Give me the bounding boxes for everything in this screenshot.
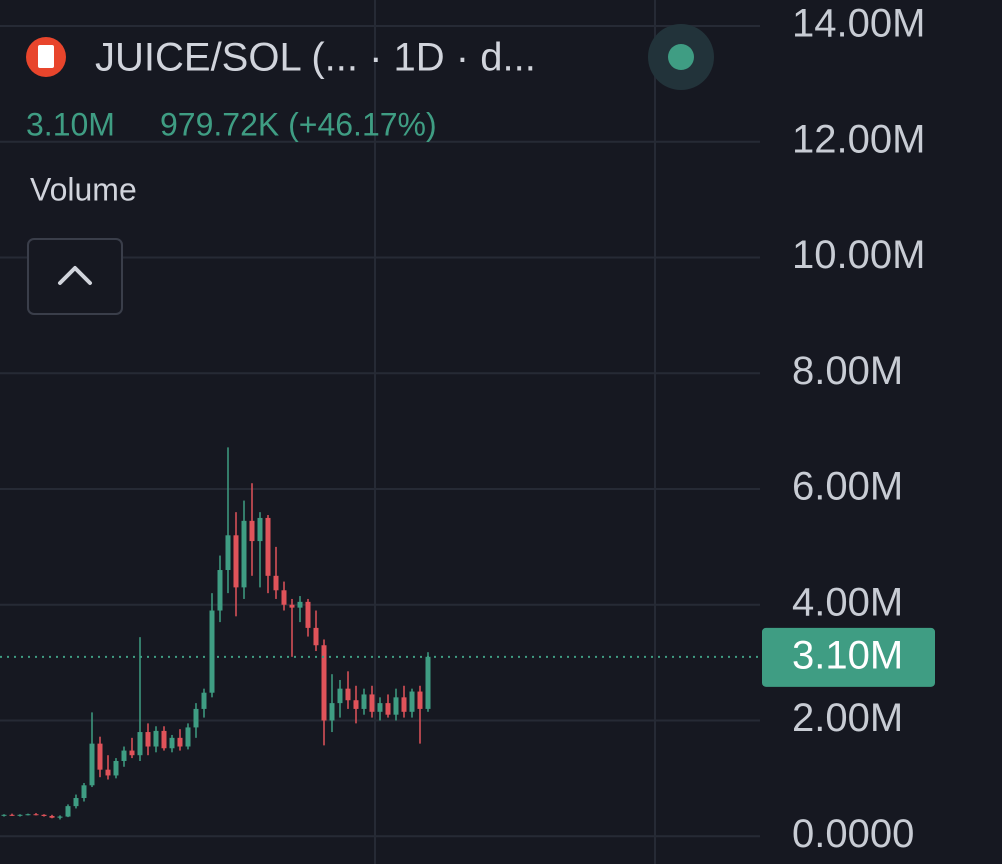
y-tick-label: 4.00M (792, 580, 903, 624)
y-tick-label: 8.00M (792, 349, 903, 393)
candle-body (145, 732, 151, 747)
candle-body (217, 570, 223, 611)
candle-body (41, 814, 47, 816)
y-tick-label: 2.00M (792, 696, 903, 740)
candle-body (305, 601, 311, 628)
candle-body (385, 703, 391, 715)
status-dot (668, 44, 694, 70)
candle-body (161, 730, 167, 749)
y-tick-label: 12.00M (792, 117, 925, 161)
candle-body (313, 627, 319, 646)
candle-body (25, 814, 31, 816)
indicator-label[interactable]: Volume (30, 171, 137, 207)
candle-body (193, 708, 199, 728)
candle-body (105, 769, 111, 776)
candle-body (185, 727, 191, 747)
candle-body (337, 688, 343, 704)
symbol-title[interactable]: JUICE/SOL (... · 1D · d... (95, 36, 536, 80)
collapse-button[interactable] (27, 238, 123, 315)
candle-body (49, 815, 55, 818)
y-tick-label: 6.00M (792, 465, 903, 509)
candle-body (273, 575, 279, 591)
candle-body (329, 703, 335, 721)
candle-body (417, 691, 423, 709)
candle-body (137, 732, 143, 756)
logo-glyph (38, 45, 54, 68)
candle-body (17, 814, 23, 816)
candle-body (257, 517, 263, 542)
candle-body (209, 610, 215, 693)
last-price-label: 3.10M (792, 633, 903, 677)
candle-body (65, 806, 71, 817)
candle-body (401, 697, 407, 712)
y-tick-label: 0.0000 (792, 812, 914, 856)
candle-body (265, 517, 271, 576)
candle-body (225, 535, 231, 571)
candle-body (353, 700, 359, 709)
candles (1, 447, 431, 820)
header: JUICE/SOL (... · 1D · d... 3.10M 979.72K… (26, 24, 714, 315)
candle-body (297, 601, 303, 608)
candle-body (57, 816, 63, 818)
grid (0, 0, 760, 864)
y-tick-label: 14.00M (792, 2, 925, 46)
candle-body (281, 590, 287, 605)
candle-body (1, 814, 7, 816)
candle-body (153, 730, 159, 747)
y-tick-label: 10.00M (792, 233, 925, 277)
candle-body (249, 520, 255, 542)
candle-body (345, 688, 351, 701)
candle-body (409, 691, 415, 712)
candle-body (89, 743, 95, 786)
candle-body (121, 750, 127, 761)
candle-body (201, 692, 207, 709)
candle-body (73, 798, 79, 807)
candle-body (289, 604, 295, 608)
candle-body (33, 814, 39, 816)
candle-body (377, 703, 383, 712)
candle-body (393, 697, 399, 715)
candle-body (425, 656, 431, 709)
candle-body (233, 535, 239, 588)
legend-change: 979.72K (+46.17%) (160, 106, 437, 142)
candle-body (9, 814, 15, 816)
legend-value: 3.10M (26, 106, 115, 142)
candle-body (321, 645, 327, 721)
candle-body (129, 750, 135, 756)
candle-body (177, 737, 183, 747)
candle-body (97, 743, 103, 770)
candle-body (241, 520, 247, 588)
candle-body (169, 737, 175, 749)
candle-body (369, 694, 375, 712)
candle-body (361, 694, 367, 709)
candle-body (113, 760, 119, 776)
last-price-badge (762, 627, 935, 687)
chevron-up-icon (58, 266, 92, 285)
candle-body (81, 785, 87, 799)
